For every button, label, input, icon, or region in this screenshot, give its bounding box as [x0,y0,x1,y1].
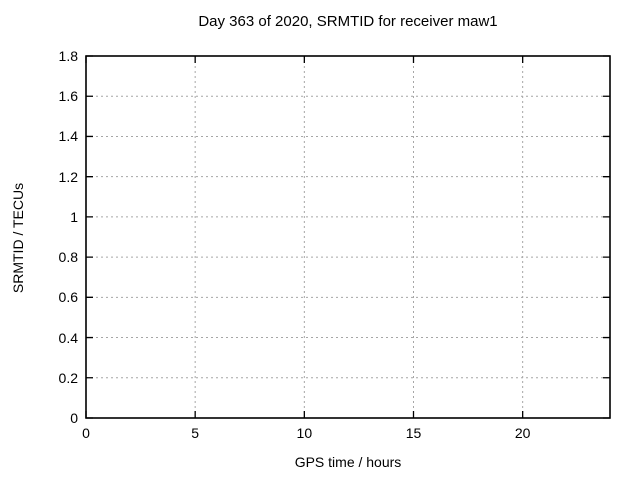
y-tick-label: 0.8 [58,249,78,266]
y-tick-label: 0.4 [58,329,78,346]
axis-ticks [85,55,610,419]
y-tick-label: 0.2 [58,369,78,386]
y-tick-label: 0 [70,410,78,426]
y-tick-label: 1.8 [58,48,78,64]
y-tick-label: 0.6 [58,289,78,306]
x-tick-label: 15 [405,425,422,441]
plot-frame [85,55,611,419]
y-tick-label: 1.2 [58,168,78,185]
x-tick-label: 0 [82,425,90,441]
y-tick-label: 1.4 [58,128,78,145]
chart-title: Day 363 of 2020, SRMTID for receiver maw… [198,13,498,30]
x-tick-label: 10 [296,425,313,441]
x-tick-label: 20 [514,425,531,441]
x-tick-label: 5 [191,425,200,441]
x-axis-label: GPS time / hours [294,454,402,470]
y-tick-label: 1 [70,208,78,225]
y-tick-label: 1.6 [58,88,78,105]
